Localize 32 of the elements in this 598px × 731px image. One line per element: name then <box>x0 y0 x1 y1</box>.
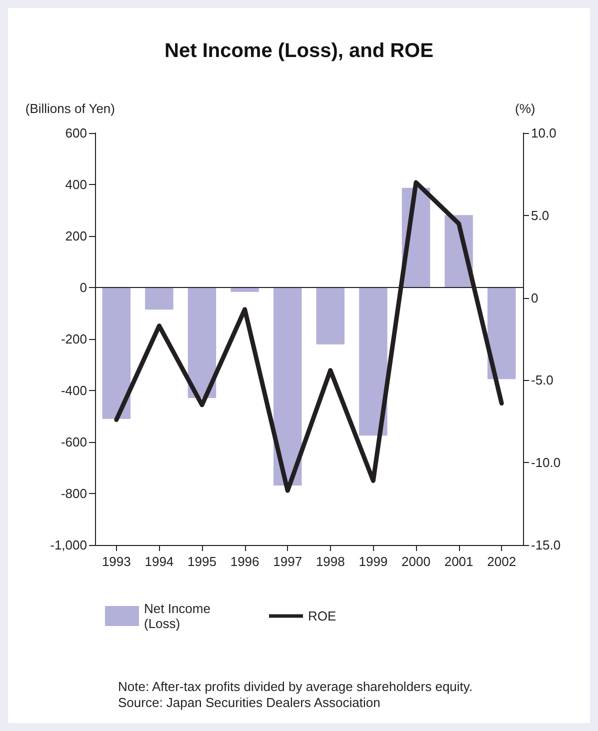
legend-label: Net Income (Loss) <box>144 601 214 631</box>
y-tick-label: -400 <box>60 383 87 398</box>
source-note: Source: Japan Securities Dealers Association <box>118 695 380 710</box>
x-tick-label: 1998 <box>316 554 345 569</box>
y-tick-label: 400 <box>65 177 87 192</box>
y-tick-label: -200 <box>60 332 87 346</box>
y-tick-label: -1,000 <box>50 538 87 552</box>
y2-tick-label: -10.0 <box>531 455 561 470</box>
y-tick-label: -800 <box>60 486 87 501</box>
y-tick-label: 0 <box>80 280 87 295</box>
x-tick-label: 1993 <box>102 554 131 569</box>
y2-tick-label: -15.0 <box>531 538 561 552</box>
x-tick-label: 1996 <box>230 554 260 569</box>
y2-tick-label: 10.0 <box>531 126 556 140</box>
y-axis-title: (Billions of Yen) <box>25 101 115 116</box>
x-tick-label: 1995 <box>188 554 216 569</box>
y2-tick-label: 5.0 <box>531 208 550 223</box>
y-tick-label: 600 <box>65 126 87 140</box>
y2-axis-title: (%) <box>515 101 536 116</box>
text: Note: After-tax profits divided by average shareholders equity. <box>118 679 473 694</box>
y-tick-label: 200 <box>65 228 87 244</box>
x-tick-label: 1994 <box>144 554 174 569</box>
y2-tick-label: -5.0 <box>531 372 554 388</box>
x-tick-label: 2002 <box>487 554 516 569</box>
x-tick-label: 2001 <box>444 554 474 569</box>
y2-tick-label: 0 <box>531 290 538 306</box>
legend-label: ROE <box>308 608 336 624</box>
x-tick-label: 2000 <box>402 554 430 569</box>
x-tick-label: 1997 <box>273 554 302 569</box>
x-tick-label: 1999 <box>358 554 388 569</box>
chart-title: Net Income (Loss), and ROE <box>164 40 434 62</box>
y-tick-label: -600 <box>60 434 87 450</box>
